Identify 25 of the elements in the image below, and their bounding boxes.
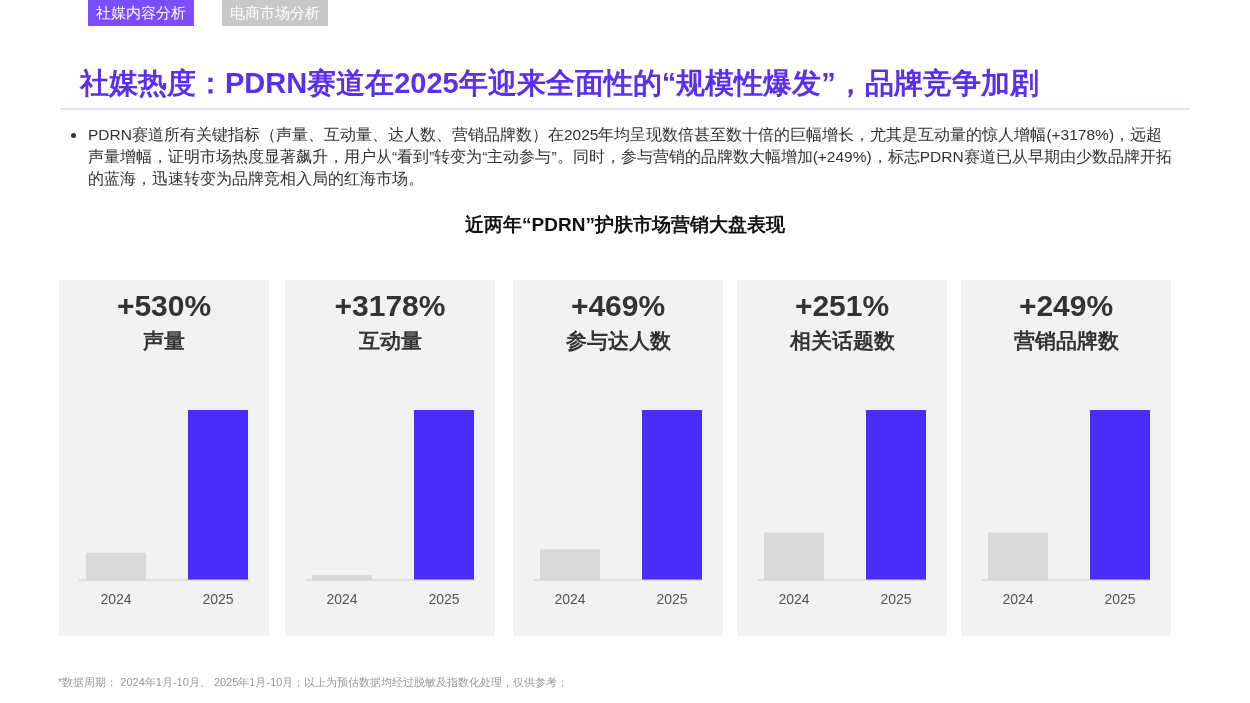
chart-subtitle: 声量: [142, 329, 185, 352]
x-tick-label: 2024: [100, 591, 132, 607]
x-tick-label: 2025: [1104, 591, 1136, 607]
text: PDRN赛道所有关键指标（声量、互动量、达人数、营销品牌数）在2025年均呈现数倍甚至数十倍的巨幅增长，尤其是互动量的惊人增幅(+3178%)，远超声量增幅，证明市场热度显著飙升，用户从“看到”转变为“主动参与”。同时，参与营销的品牌数大幅增加(+249%)，标志PDRN赛道已从早期由少数品牌开拓的蓝海，迅速转变为品牌竞相入局的红海市场。: [88, 125, 1173, 189]
chart-subtitle: 互动量: [357, 329, 422, 352]
chart-subtitle: 营销品牌数: [1012, 329, 1120, 352]
chart-title: +530%: [116, 289, 212, 322]
text: *数据周期： 2024年1月-10月、 2025年1月-10月；以上为预估数据均经过脱敏及指数化处理，仅供参考；: [58, 675, 569, 690]
x-tick-label: 2025: [202, 591, 234, 607]
chart-title: +251%: [794, 289, 890, 322]
x-tick-label: 2025: [428, 591, 460, 607]
chart-title: +469%: [570, 289, 666, 322]
x-tick-label: 2024: [1002, 591, 1034, 607]
x-tick-label: 2024: [554, 591, 586, 607]
text: 近两年“PDRN”护肤市场营销大盘表现: [464, 213, 786, 237]
text: 社媒热度：PDRN赛道在2025年迎来全面性的“规模性爆发”，品牌竞争加剧: [80, 66, 1039, 101]
text: 社媒内容分析: [88, 0, 194, 26]
chart-subtitle: 相关话题数: [788, 329, 896, 352]
chart-title: +249%: [1018, 289, 1114, 322]
x-tick-label: 2024: [326, 591, 358, 607]
x-tick-label: 2024: [778, 591, 810, 607]
x-tick-label: 2025: [880, 591, 912, 607]
chart-subtitle: 参与达人数: [564, 329, 672, 352]
chart-title: +3178%: [334, 289, 446, 322]
x-tick-label: 2025: [656, 591, 688, 607]
